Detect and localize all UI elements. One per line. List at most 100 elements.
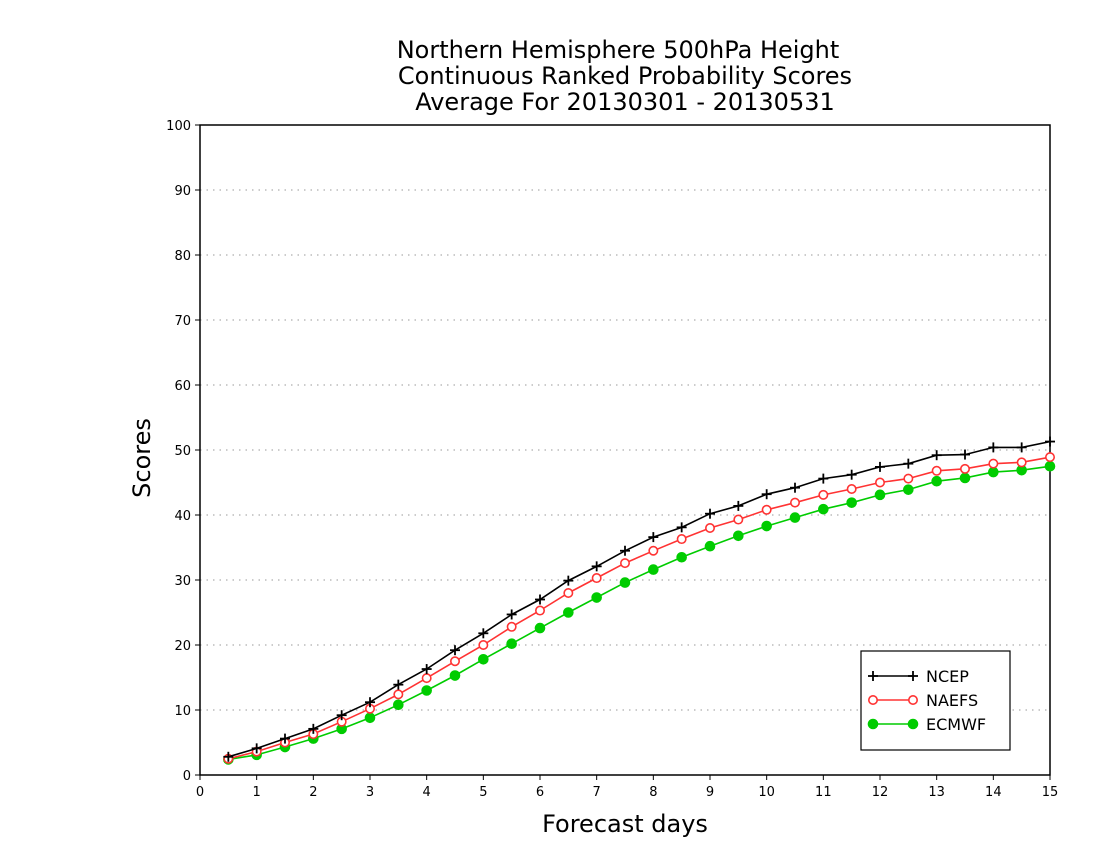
x-axis-title: Forecast days — [542, 810, 708, 838]
point-ncep — [705, 508, 715, 519]
point-ncep — [393, 679, 404, 690]
point-ncep — [988, 442, 999, 453]
x-tick-label: 5 — [479, 785, 487, 800]
chart-title-line-3: Average For 20130301 - 20130531 — [415, 88, 835, 116]
x-tick-label: 3 — [366, 785, 374, 800]
point-ncep — [223, 751, 234, 762]
point-ecmwf — [959, 472, 971, 484]
x-tick-label: 10 — [758, 785, 775, 800]
point-ecmwf — [789, 512, 801, 523]
point-ncep — [336, 710, 347, 721]
series-layer — [223, 436, 1056, 765]
point-ecmwf — [591, 592, 602, 603]
point-naefs — [393, 689, 404, 700]
y-tick-label: 20 — [174, 639, 191, 654]
x-tick-label: 6 — [536, 785, 544, 800]
x-tick-label: 4 — [423, 785, 431, 800]
point-ncep — [478, 628, 489, 639]
point-naefs — [761, 504, 772, 515]
x-tick-label: 13 — [928, 785, 945, 800]
point-naefs — [506, 621, 517, 632]
x-tick-label: 2 — [309, 785, 317, 800]
x-tick-label: 11 — [815, 785, 832, 800]
point-naefs — [704, 522, 715, 533]
chart-title-line-1: Northern Hemisphere 500hPa Height — [397, 36, 840, 64]
point-ncep — [535, 594, 545, 605]
y-tick-label: 40 — [174, 509, 191, 524]
chart-title-line-2: Continuous Ranked Probability Scores — [398, 62, 852, 90]
point-naefs — [648, 545, 659, 556]
y-tick-label: 30 — [174, 574, 191, 589]
point-ecmwf — [931, 475, 942, 487]
point-naefs — [619, 558, 630, 569]
x-tick-label: 9 — [706, 785, 714, 800]
point-ecmwf — [676, 551, 687, 563]
point-ecmwf — [421, 685, 432, 696]
point-naefs — [421, 673, 432, 684]
point-ecmwf — [534, 622, 546, 634]
point-ecmwf — [903, 484, 914, 495]
point-ecmwf — [846, 497, 857, 508]
point-ncep — [1016, 442, 1027, 453]
point-naefs — [846, 483, 857, 494]
point-ncep — [875, 461, 885, 472]
point-ncep — [960, 449, 970, 460]
point-ecmwf — [874, 489, 886, 501]
point-ecmwf — [648, 564, 659, 575]
legend-marker-naefs — [867, 694, 878, 705]
point-ncep — [563, 575, 574, 586]
point-ncep — [620, 545, 630, 556]
x-tick-label: 0 — [196, 785, 204, 800]
point-ncep — [365, 697, 375, 708]
point-naefs — [903, 473, 914, 484]
point-ncep — [591, 561, 602, 572]
point-ncep — [450, 645, 460, 656]
point-naefs — [591, 573, 602, 584]
point-naefs — [874, 477, 885, 488]
point-naefs — [931, 465, 942, 476]
point-naefs — [789, 497, 800, 508]
point-ecmwf — [704, 540, 716, 552]
point-naefs — [534, 605, 545, 616]
point-ecmwf — [563, 607, 574, 618]
point-ecmwf — [364, 712, 376, 724]
point-ncep — [818, 473, 829, 484]
point-naefs — [988, 458, 999, 469]
y-tick-label: 80 — [174, 249, 191, 264]
series-line-ncep — [228, 440, 1051, 758]
x-tick-label: 7 — [593, 785, 601, 800]
legend-marker-ncep — [868, 671, 878, 681]
y-tick-label: 70 — [174, 314, 191, 329]
legend-label-naefs: NAEFS — [926, 691, 978, 710]
point-naefs — [449, 656, 460, 667]
point-naefs — [676, 534, 687, 545]
y-tick-label: 60 — [174, 379, 191, 394]
point-ecmwf — [733, 530, 744, 542]
point-ncep — [1045, 436, 1055, 447]
y-tick-label: 0 — [183, 769, 191, 784]
point-naefs — [1045, 452, 1056, 463]
point-naefs — [478, 639, 489, 650]
x-tick-label: 8 — [649, 785, 657, 800]
point-naefs — [818, 489, 829, 500]
y-tick-label: 90 — [174, 184, 191, 199]
y-axis-title: Scores — [128, 418, 156, 498]
point-ecmwf — [1044, 460, 1056, 472]
legend-marker-ncep — [908, 671, 918, 681]
y-tick-label: 100 — [166, 119, 191, 134]
legend-marker-ecmwf — [907, 718, 919, 730]
y-tick-label: 10 — [174, 704, 191, 719]
x-tick-label: 14 — [985, 785, 1002, 800]
x-tick-label: 15 — [1042, 785, 1059, 800]
point-ecmwf — [988, 466, 999, 478]
x-tick-label: 1 — [253, 785, 261, 800]
point-ncep — [676, 522, 687, 533]
point-ncep — [733, 500, 744, 511]
legend-label-ncep: NCEP — [926, 667, 969, 686]
point-ncep — [308, 723, 319, 734]
point-naefs — [959, 463, 970, 474]
point-ncep — [280, 733, 290, 744]
point-naefs — [1016, 457, 1027, 468]
